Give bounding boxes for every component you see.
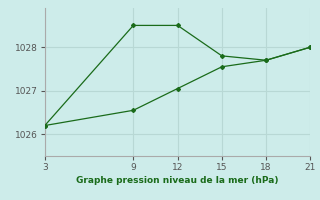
X-axis label: Graphe pression niveau de la mer (hPa): Graphe pression niveau de la mer (hPa) <box>76 176 279 185</box>
